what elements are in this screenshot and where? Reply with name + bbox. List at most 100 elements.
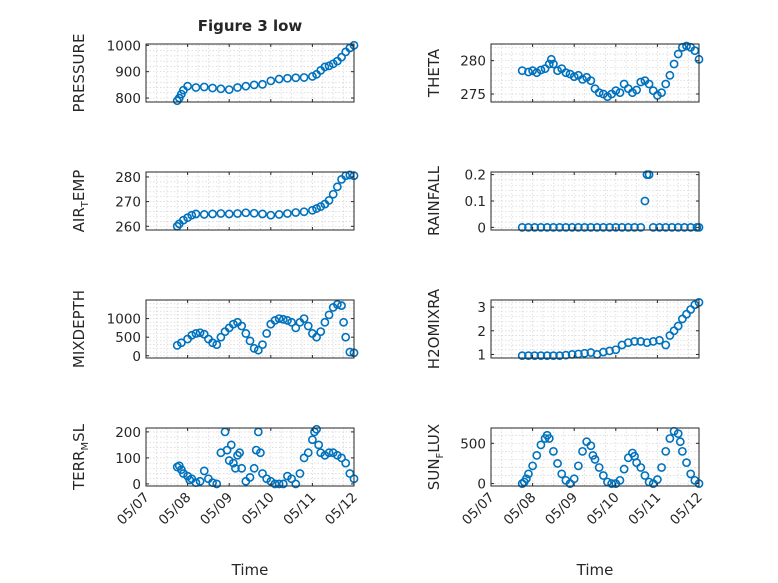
data-point [667, 222, 677, 232]
data-point [228, 458, 238, 468]
data-point [586, 222, 596, 232]
data-point [594, 88, 604, 98]
data-point [199, 210, 209, 219]
x-tick-label: 05/10 [239, 490, 278, 529]
panel-theta: 275 280 THETA [425, 41, 704, 103]
y-tick-label: 900 [115, 65, 141, 81]
data-point [283, 209, 292, 218]
data-point [231, 463, 240, 473]
data-point [586, 441, 596, 451]
data-point [191, 83, 201, 92]
data-point [611, 222, 621, 232]
data-point [245, 473, 255, 482]
chart-title: Figure 3 low [198, 17, 303, 35]
data-point [528, 461, 537, 471]
data-series [172, 300, 359, 358]
data-point [619, 464, 629, 474]
y-tick-label: 260 [115, 219, 141, 235]
data-point [324, 448, 334, 458]
data-point [216, 209, 226, 218]
y-axis-label: TERRMSL [70, 423, 91, 491]
data-point [544, 59, 554, 69]
data-point [636, 222, 646, 232]
data-point [640, 196, 650, 206]
data-point [553, 66, 562, 76]
data-point [661, 340, 671, 350]
data-point [307, 435, 317, 445]
axes-border [145, 299, 355, 359]
y-tick-label: 0.1 [465, 194, 486, 210]
data-point [630, 222, 639, 232]
x-tick-label: 05/11 [625, 490, 664, 529]
y-axis-label: H2OMIXRA [425, 288, 443, 369]
y-tick-label: 800 [115, 91, 141, 107]
data-point [578, 446, 587, 456]
axes-border [145, 43, 355, 103]
data-point [644, 79, 654, 89]
data-point [258, 340, 267, 350]
data-point [542, 222, 552, 232]
data-point [299, 314, 309, 323]
panel-pressure: 800 900 1000 PRESSURE Figure 3 low [70, 17, 359, 112]
y-tick-label: 500 [115, 330, 141, 346]
data-point [199, 466, 209, 476]
data-point [623, 222, 633, 232]
data-point [573, 222, 583, 232]
data-point [611, 86, 621, 96]
data-point [636, 77, 646, 87]
y-tick-label: 275 [460, 87, 486, 103]
data-point [199, 82, 209, 92]
data-series [517, 170, 704, 232]
data-point [258, 209, 267, 219]
panel-h2omixra: 1 2 3 H2OMIXRA [425, 288, 704, 369]
y-axis-label: RAINFALL [425, 165, 443, 236]
data-point [320, 317, 330, 327]
data-point [665, 70, 675, 80]
data-point [345, 170, 355, 180]
data-point [544, 434, 554, 443]
data-point [212, 340, 222, 350]
data-point [291, 323, 301, 333]
data-point [615, 88, 625, 98]
x-axis-label: Time [576, 561, 614, 579]
data-point [673, 429, 683, 439]
data-point [655, 222, 664, 232]
x-tick-label: 05/10 [584, 490, 623, 529]
panel-air-temp: 260 270 280 AIRTEMP [70, 170, 359, 235]
data-point [686, 469, 696, 479]
data-point [287, 317, 296, 327]
data-point [341, 332, 351, 342]
data-point [686, 222, 696, 232]
data-point [607, 479, 617, 488]
data-point [661, 446, 671, 456]
data-point [530, 222, 540, 232]
data-point [274, 74, 284, 84]
data-point [332, 300, 342, 309]
data-point [561, 68, 571, 78]
data-point [291, 73, 301, 83]
data-point [569, 72, 579, 82]
data-point [274, 314, 284, 323]
data-point [237, 463, 247, 473]
data-point [339, 317, 348, 327]
data-point [176, 338, 186, 348]
data-point [673, 49, 683, 59]
data-point [249, 463, 259, 473]
data-point [337, 301, 346, 310]
data-point [640, 471, 650, 480]
data-point [224, 85, 234, 95]
data-point [320, 62, 330, 72]
data-point [555, 351, 565, 361]
data-point [555, 222, 565, 232]
data-point [557, 469, 567, 479]
panel-rainfall: 0 0.1 0.2 RAINFALL [425, 165, 704, 236]
data-point [337, 453, 346, 463]
data-point [517, 222, 527, 232]
data-point [665, 434, 675, 443]
data-point [226, 440, 236, 450]
data-point [337, 52, 346, 62]
data-point [677, 446, 687, 456]
data-point [542, 351, 552, 361]
data-point [312, 332, 321, 342]
data-point [249, 80, 259, 90]
